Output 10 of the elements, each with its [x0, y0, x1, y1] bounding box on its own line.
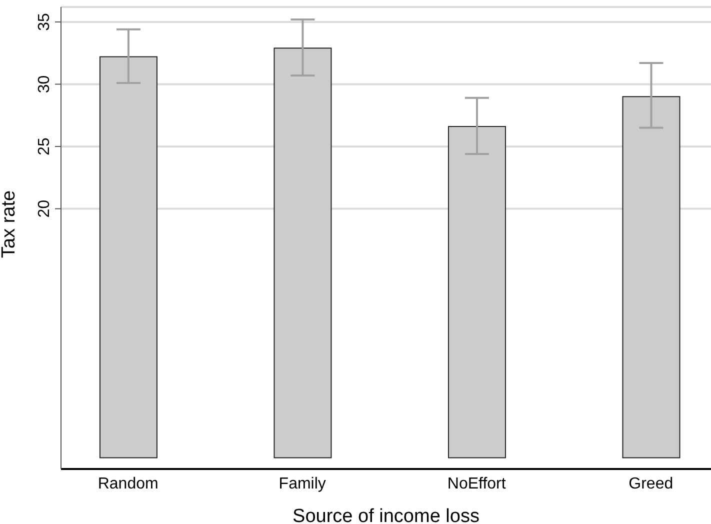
y-tick-label: 20 — [36, 200, 53, 218]
y-axis-title: Tax rate — [0, 190, 20, 258]
y-tick-label: 35 — [36, 12, 53, 31]
y-tick-label: 30 — [36, 75, 53, 94]
x-axis-title: Source of income loss — [292, 506, 480, 524]
x-tick-label: NoEffort — [447, 475, 506, 492]
x-tick-label: Random — [98, 475, 158, 492]
x-tick-label: Greed — [628, 475, 674, 492]
x-tick-label: Family — [278, 475, 326, 492]
y-tick-label: 25 — [36, 137, 53, 156]
